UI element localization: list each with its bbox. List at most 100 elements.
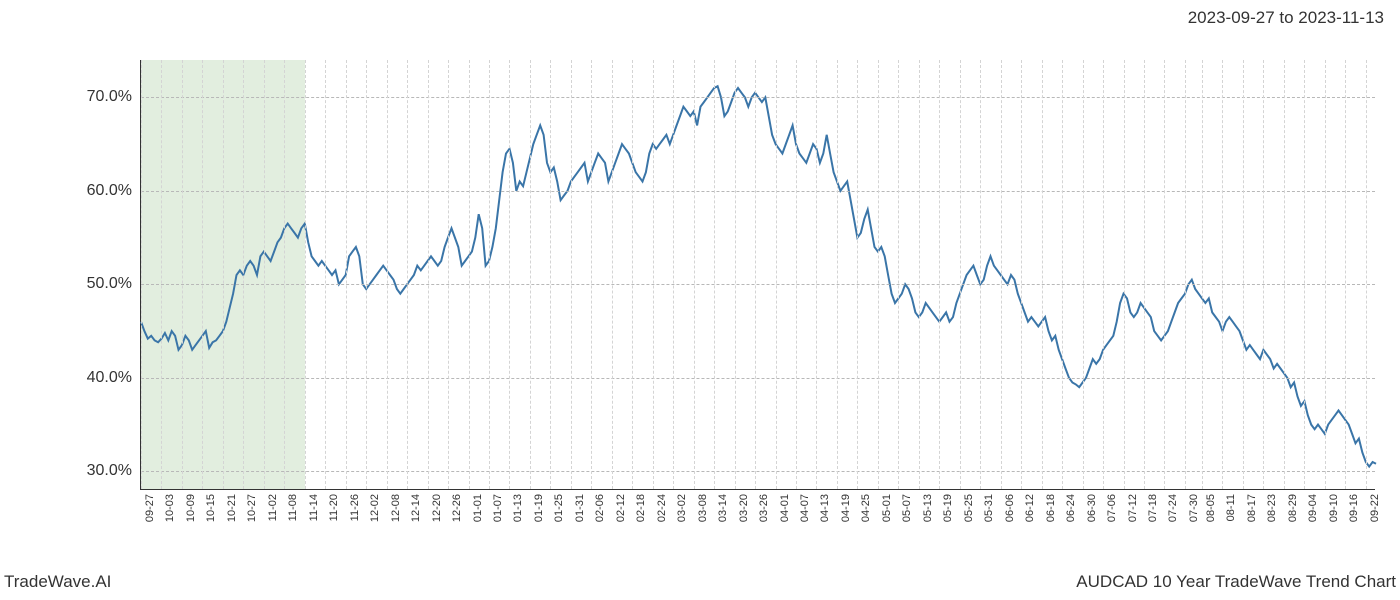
x-tick-label: 03-14 [717, 494, 729, 522]
v-gridline [694, 60, 695, 489]
x-tick-label: 05-13 [922, 494, 934, 522]
v-gridline [161, 60, 162, 489]
x-tick-label: 10-27 [246, 494, 258, 522]
v-gridline [898, 60, 899, 489]
v-gridline [878, 60, 879, 489]
v-gridline [305, 60, 306, 489]
x-tick-label: 02-12 [615, 494, 627, 522]
v-gridline [1021, 60, 1022, 489]
x-tick-label: 08-05 [1205, 494, 1217, 522]
x-tick-label: 04-19 [840, 494, 852, 522]
x-tick-label: 09-16 [1348, 494, 1360, 522]
v-gridline [141, 60, 142, 489]
y-tick-label: 50.0% [87, 275, 132, 293]
x-tick-label: 06-24 [1065, 494, 1077, 522]
v-gridline [776, 60, 777, 489]
x-tick-label: 07-12 [1127, 494, 1139, 522]
v-gridline [919, 60, 920, 489]
v-gridline [1243, 60, 1244, 489]
v-gridline [612, 60, 613, 489]
v-gridline [816, 60, 817, 489]
v-gridline [284, 60, 285, 489]
x-tick-label: 01-31 [574, 494, 586, 522]
v-gridline [1263, 60, 1264, 489]
x-tick-label: 10-21 [226, 494, 238, 522]
x-tick-label: 07-24 [1167, 494, 1179, 522]
v-gridline [714, 60, 715, 489]
x-tick-label: 01-01 [472, 494, 484, 522]
x-tick-label: 05-01 [881, 494, 893, 522]
trend-line [141, 86, 1376, 466]
v-gridline [1001, 60, 1002, 489]
v-gridline [530, 60, 531, 489]
v-gridline [1366, 60, 1367, 489]
x-tick-label: 12-08 [390, 494, 402, 522]
x-tick-label: 06-12 [1024, 494, 1036, 522]
x-tick-label: 11-02 [267, 494, 279, 521]
v-gridline [735, 60, 736, 489]
v-gridline [428, 60, 429, 489]
x-tick-label: 12-26 [451, 494, 463, 522]
x-tick-label: 02-06 [594, 494, 606, 522]
v-gridline [1103, 60, 1104, 489]
v-gridline [653, 60, 654, 489]
x-tick-label: 09-04 [1307, 494, 1319, 522]
v-gridline [1304, 60, 1305, 489]
x-tick-label: 10-09 [185, 494, 197, 522]
v-gridline [980, 60, 981, 489]
x-tick-label: 02-18 [635, 494, 647, 522]
v-gridline [407, 60, 408, 489]
x-tick-label: 03-02 [676, 494, 688, 522]
y-tick-label: 70.0% [87, 88, 132, 106]
x-tick-label: 02-24 [656, 494, 668, 522]
v-gridline [387, 60, 388, 489]
v-gridline [366, 60, 367, 489]
footer-brand: TradeWave.AI [4, 572, 111, 592]
x-tick-label: 05-25 [963, 494, 975, 522]
v-gridline [1083, 60, 1084, 489]
plot-area [140, 60, 1375, 490]
x-tick-label: 01-25 [553, 494, 565, 522]
x-tick-label: 11-14 [308, 494, 320, 521]
date-range-label: 2023-09-27 to 2023-11-13 [1188, 8, 1384, 28]
v-gridline [264, 60, 265, 489]
x-tick-label: 12-14 [410, 494, 422, 522]
v-gridline [325, 60, 326, 489]
x-tick-label: 06-06 [1004, 494, 1016, 522]
v-gridline [469, 60, 470, 489]
x-tick-label: 03-08 [697, 494, 709, 522]
x-tick-label: 04-01 [779, 494, 791, 522]
x-tick-label: 08-11 [1225, 494, 1237, 521]
v-gridline [223, 60, 224, 489]
v-gridline [796, 60, 797, 489]
x-tick-label: 12-02 [369, 494, 381, 522]
x-tick-label: 08-23 [1266, 494, 1278, 522]
x-tick-label: 11-26 [349, 494, 361, 521]
v-gridline [489, 60, 490, 489]
x-tick-label: 08-29 [1287, 494, 1299, 522]
x-tick-label: 05-19 [942, 494, 954, 522]
v-gridline [632, 60, 633, 489]
x-tick-label: 07-06 [1106, 494, 1118, 522]
v-gridline [591, 60, 592, 489]
v-gridline [1042, 60, 1043, 489]
x-tick-label: 01-19 [533, 494, 545, 522]
v-gridline [673, 60, 674, 489]
x-tick-label: 11-08 [287, 494, 299, 521]
v-gridline [346, 60, 347, 489]
v-gridline [243, 60, 244, 489]
x-tick-label: 03-20 [738, 494, 750, 522]
v-gridline [1124, 60, 1125, 489]
x-tick-label: 01-07 [492, 494, 504, 522]
v-gridline [1284, 60, 1285, 489]
v-gridline [857, 60, 858, 489]
v-gridline [755, 60, 756, 489]
x-tick-label: 09-10 [1328, 494, 1340, 522]
v-gridline [182, 60, 183, 489]
v-gridline [1144, 60, 1145, 489]
x-tick-label: 10-15 [205, 494, 217, 522]
chart-container: 2023-09-27 to 2023-11-13 TradeWave.AI AU… [0, 0, 1400, 600]
y-tick-label: 40.0% [87, 369, 132, 387]
x-tick-label: 07-18 [1147, 494, 1159, 522]
x-tick-label: 03-26 [758, 494, 770, 522]
